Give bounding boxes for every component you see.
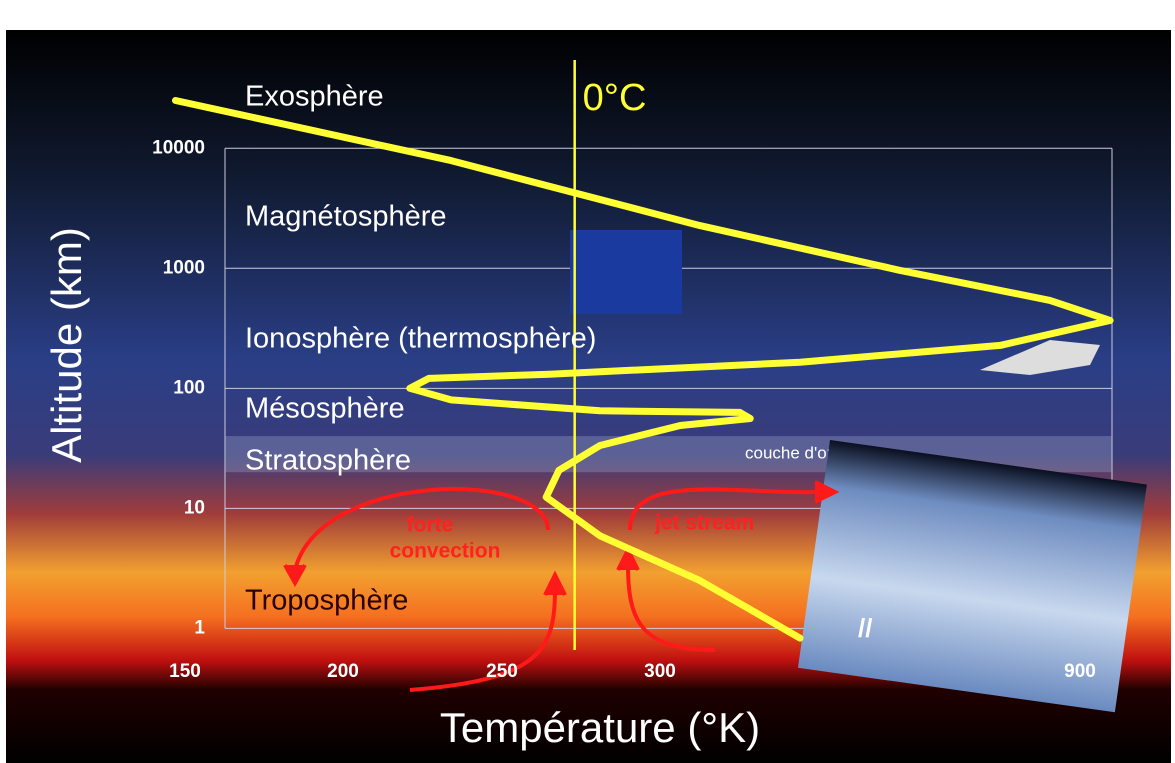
- annotation: forte: [407, 514, 454, 537]
- layer-label: Exosphère: [245, 81, 384, 113]
- y-tick-label: 1000: [163, 257, 205, 278]
- annotation: jet stream: [654, 512, 754, 535]
- earth-photo: [797, 440, 1147, 713]
- layer-label: Stratosphère: [245, 445, 411, 477]
- layer-label: Ionosphère (thermosphère): [245, 323, 596, 355]
- y-tick-label: 10: [184, 497, 205, 518]
- annotation: convection: [390, 540, 501, 563]
- x-axis-label: Température (°K): [440, 704, 760, 751]
- layer-label: Troposphère: [245, 585, 408, 617]
- temperature-line: [172, 97, 1114, 642]
- x-tick-label: 200: [327, 661, 359, 682]
- x-tick-label: 300: [644, 661, 676, 682]
- y-axis-label: Altitude (km): [43, 227, 90, 463]
- layer-label: Magnétosphère: [245, 201, 447, 233]
- shuttle-image: [980, 340, 1100, 375]
- y-tick-label: 1: [194, 617, 205, 638]
- y-tick-label: 100: [173, 377, 205, 398]
- zero-celsius-label: 0°C: [583, 77, 647, 119]
- satellite-image: [570, 230, 682, 314]
- x-tick-label: 250: [486, 661, 518, 682]
- x-tick-label: 150: [169, 661, 201, 682]
- layer-label: Mésosphère: [245, 393, 405, 425]
- axis-break: //: [858, 613, 872, 643]
- x-tick-label: 900: [1064, 661, 1096, 682]
- y-tick-label: 10000: [152, 137, 205, 158]
